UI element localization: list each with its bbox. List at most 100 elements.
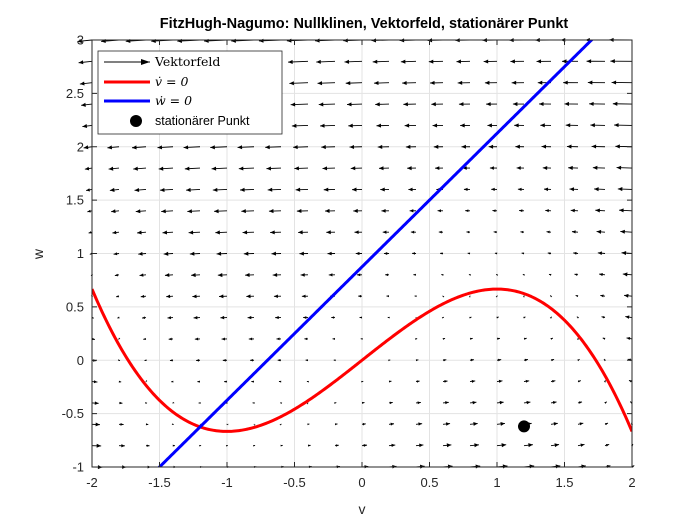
vector-arrow-head: [539, 101, 544, 107]
vector-arrow: [82, 124, 93, 129]
vector-arrow-head: [573, 251, 577, 255]
vector-arrow: [372, 59, 390, 64]
vector-arrow-head: [568, 165, 573, 170]
vector-arrow-head: [471, 379, 476, 383]
vector-arrow-head: [495, 295, 498, 298]
vector-arrow: [187, 209, 201, 214]
vector-arrow-head: [280, 444, 283, 447]
vector-arrow-head: [445, 422, 451, 426]
vector-arrow-head: [541, 144, 547, 149]
vector-arrow: [325, 208, 336, 213]
vector-arrow-head: [321, 145, 326, 150]
vector-arrow: [523, 379, 530, 383]
vector-arrow-head: [87, 209, 91, 213]
vector-arrow: [91, 422, 100, 427]
vector-arrow-head: [380, 187, 385, 192]
vector-arrow: [460, 123, 471, 128]
vector-arrow: [333, 359, 336, 362]
vector-arrow: [296, 208, 309, 214]
vector-arrow: [139, 273, 147, 277]
vector-arrow: [171, 423, 174, 425]
vector-arrow: [611, 80, 633, 85]
vector-arrow-head: [442, 337, 446, 340]
vector-arrow-head: [361, 401, 365, 404]
vector-arrow-head: [525, 379, 530, 383]
vector-arrow: [196, 359, 201, 362]
vector-arrow: [361, 380, 364, 383]
vector-arrow: [359, 316, 363, 319]
vector-arrow: [240, 187, 255, 192]
vector-arrow: [387, 316, 390, 319]
vector-arrow: [334, 423, 338, 426]
y-tick-label-2: 0: [77, 353, 84, 368]
vector-arrow-head: [413, 273, 416, 276]
vector-arrow: [496, 358, 502, 362]
vector-arrow: [468, 295, 471, 298]
vector-arrow-head: [594, 187, 599, 192]
vector-arrow: [145, 423, 149, 426]
vector-arrow-head: [419, 443, 424, 448]
vector-arrow: [600, 294, 606, 298]
vector-arrow-head: [469, 316, 472, 319]
vector-arrow-head: [143, 337, 146, 341]
vector-arrow: [307, 423, 310, 426]
vector-arrow: [619, 208, 633, 213]
vector-arrow: [224, 380, 228, 383]
vector-arrow-head: [408, 187, 413, 192]
legend-item-v-nullcline: v̇ = 0: [104, 74, 188, 89]
vector-arrow: [112, 230, 120, 235]
vector-arrow: [332, 337, 336, 340]
vector-arrow: [197, 380, 201, 383]
vector-arrow: [569, 187, 579, 192]
vector-arrow: [442, 443, 452, 448]
vector-arrow-head: [288, 59, 293, 64]
vector-arrow-head: [204, 38, 209, 43]
vector-arrow-head: [120, 422, 124, 426]
vector-arrow-head: [542, 166, 548, 170]
vector-arrow-head: [81, 102, 86, 107]
vector-arrow: [409, 209, 417, 213]
vector-arrow-head: [377, 144, 383, 149]
vector-arrow-head: [343, 38, 348, 43]
vector-arrow: [415, 380, 420, 383]
vector-arrow: [414, 295, 417, 298]
vector-arrow-head: [468, 274, 471, 276]
x-axis-label: v: [359, 501, 366, 517]
vector-arrow-head: [275, 315, 279, 320]
vector-arrow-head: [388, 380, 392, 383]
vector-arrow-head: [515, 144, 520, 149]
vector-arrow: [301, 294, 309, 298]
vector-arrow-head: [247, 315, 252, 320]
vector-arrow-head: [376, 123, 382, 128]
vector-arrow-head: [456, 59, 461, 64]
x-tick-label-1: -1.5: [148, 475, 170, 490]
vector-arrow: [540, 123, 552, 128]
vector-arrow: [466, 230, 471, 234]
vector-arrow: [548, 273, 552, 276]
vector-arrow: [86, 188, 93, 192]
vector-arrow: [289, 81, 309, 86]
vector-arrow: [328, 273, 336, 277]
w-nullcline-line: [157, 40, 594, 467]
vector-arrow: [278, 380, 282, 383]
vector-arrow: [172, 444, 175, 447]
vector-arrow-head: [517, 187, 522, 191]
vector-arrow-head: [462, 166, 467, 170]
vector-arrow-head: [514, 123, 519, 128]
vector-arrow: [83, 145, 93, 150]
vector-arrow: [516, 166, 525, 170]
vector-arrow: [536, 59, 552, 64]
vector-arrow-head: [108, 166, 114, 171]
vector-arrow: [91, 401, 99, 405]
vector-arrow: [212, 187, 228, 192]
vector-arrow: [382, 230, 390, 234]
vector-arrow-head: [277, 359, 281, 362]
vector-arrow: [114, 273, 120, 277]
vector-arrow: [242, 230, 255, 235]
vector-arrow-head: [555, 464, 561, 469]
vector-arrow: [550, 337, 554, 340]
vector-arrow: [577, 443, 585, 447]
vector-arrow-head: [544, 187, 549, 192]
vector-arrow: [487, 123, 498, 128]
y-tick-label-8: 3: [77, 33, 84, 48]
